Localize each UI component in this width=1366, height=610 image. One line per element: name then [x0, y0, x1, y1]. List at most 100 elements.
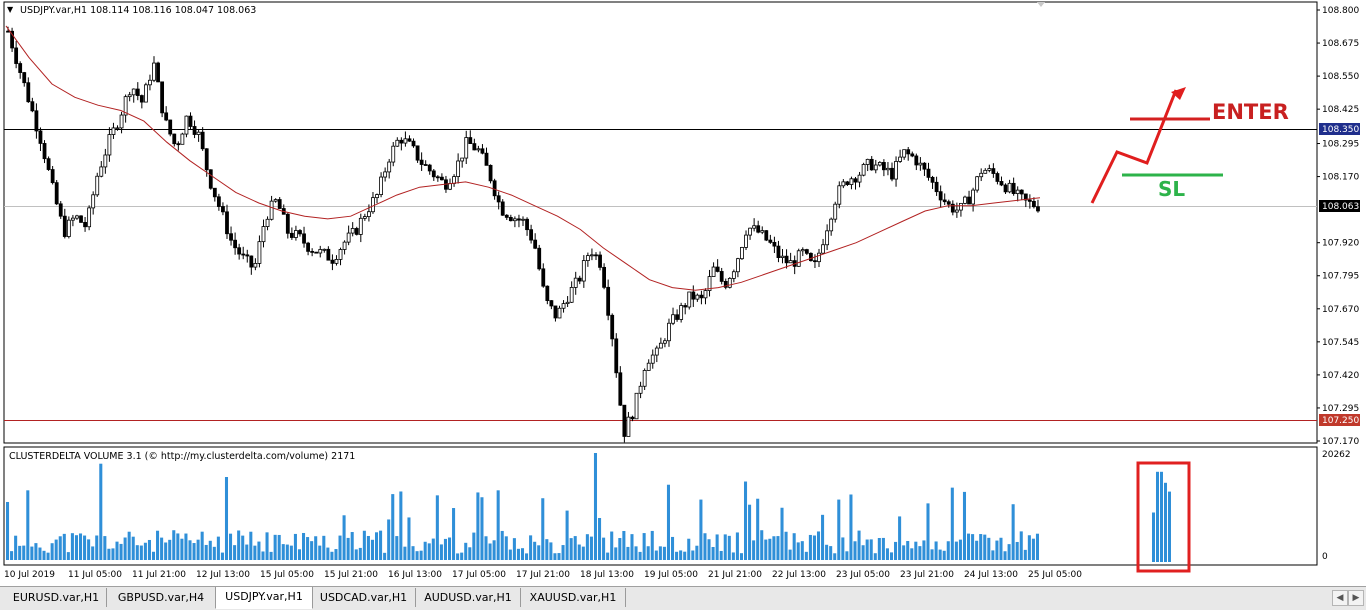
- volume-bar: [237, 530, 241, 560]
- volume-bar: [837, 499, 841, 560]
- volume-bar: [224, 477, 229, 560]
- candle-body: [800, 249, 805, 252]
- candle-body: [954, 209, 959, 213]
- candle-body: [650, 354, 655, 364]
- highlighted-volume-bar: [1152, 512, 1155, 562]
- volume-bar: [610, 531, 614, 560]
- candle-body: [703, 290, 708, 299]
- scroll-left-icon[interactable]: ◀: [1332, 590, 1348, 606]
- tab-xauusd[interactable]: XAUUSD.var,H1: [521, 588, 626, 607]
- volume-bar: [184, 533, 188, 560]
- tab-audusd[interactable]: AUDUSD.var,H1: [416, 588, 521, 607]
- volume-bar: [431, 538, 435, 560]
- candle-body: [918, 162, 923, 166]
- tab-usdjpy[interactable]: USDJPY.var,H1: [215, 587, 313, 609]
- volume-bar: [707, 539, 711, 560]
- candle-body: [752, 225, 757, 229]
- volume-bar: [302, 532, 306, 560]
- candle-body: [204, 148, 209, 171]
- candle-body: [354, 228, 359, 235]
- volume-bar: [383, 552, 387, 560]
- candle-body: [565, 301, 570, 305]
- volume-bar: [374, 532, 379, 560]
- volume-bar: [164, 542, 168, 560]
- candle-body: [569, 287, 574, 303]
- symbol-dropdown-icon[interactable]: ▼: [7, 5, 14, 14]
- price-tick-label: 107.670: [1322, 305, 1359, 315]
- volume-bar: [812, 535, 816, 560]
- candle-body: [257, 241, 262, 264]
- candle-body: [581, 260, 586, 282]
- volume-bar: [930, 549, 934, 560]
- volume-bar: [139, 545, 143, 560]
- volume-bar: [95, 535, 99, 560]
- time-tick-label: 24 Jul 13:00: [964, 570, 1018, 580]
- candle-body: [744, 234, 748, 248]
- volume-bar: [865, 539, 869, 560]
- candle-body: [42, 143, 47, 160]
- candle-body: [111, 127, 116, 135]
- candle-body: [946, 201, 951, 205]
- candle-body: [683, 305, 688, 308]
- volume-bar: [520, 548, 525, 560]
- volume-bar: [873, 553, 877, 560]
- tab-eurusd[interactable]: EURUSD.var,H1: [6, 588, 107, 607]
- volume-bar: [987, 537, 991, 560]
- candle-body: [1036, 206, 1040, 212]
- price-panel[interactable]: [3, 1, 1318, 444]
- volume-bar: [796, 542, 800, 560]
- volume-bar: [508, 549, 512, 560]
- shift-marker-icon[interactable]: [1037, 2, 1045, 7]
- volume-bar: [638, 551, 642, 560]
- volume-bar: [62, 533, 66, 560]
- volume-bar: [784, 531, 788, 560]
- candle-body: [679, 305, 684, 320]
- volume-bar: [18, 545, 22, 560]
- volume-bar: [658, 546, 662, 560]
- candle-body: [30, 101, 35, 112]
- chart-canvas[interactable]: ▼ USDJPY.var,H1 108.114 108.116 108.047 …: [0, 0, 1366, 586]
- volume-bar: [926, 503, 930, 560]
- candle-body: [881, 162, 886, 171]
- candle-body: [1003, 184, 1008, 193]
- candle-body: [387, 161, 392, 173]
- volume-panel[interactable]: [3, 446, 1318, 566]
- candle-body: [602, 266, 606, 288]
- sl-label: SL: [1158, 177, 1185, 201]
- arrow-head-icon: [1171, 87, 1186, 100]
- candle-body: [813, 260, 817, 263]
- scroll-right-icon[interactable]: ▶: [1348, 590, 1364, 606]
- volume-bar: [379, 530, 383, 560]
- tab-gbpusd[interactable]: GBPUSD.var,H4: [107, 588, 216, 607]
- forecast-arrow-line[interactable]: [1090, 89, 1178, 204]
- candle-body: [695, 294, 700, 300]
- volume-bar: [857, 530, 861, 560]
- volume-bar: [281, 544, 285, 560]
- candle-body: [237, 247, 242, 255]
- price-tick-label: 107.170: [1322, 437, 1359, 447]
- volume-bar: [910, 548, 914, 560]
- volume-bar: [391, 494, 395, 560]
- volume-bar: [553, 553, 557, 560]
- volume-highlight-box[interactable]: [1136, 461, 1191, 573]
- candle-body: [598, 254, 602, 268]
- volume-bar: [310, 541, 314, 560]
- candle-body: [1027, 199, 1032, 202]
- volume-bar: [54, 539, 58, 560]
- tab-usdcad[interactable]: USDCAD.var,H1: [312, 588, 416, 607]
- volume-bar: [922, 540, 926, 560]
- volume-bar: [703, 533, 707, 560]
- volume-bar: [456, 553, 460, 560]
- candle-body: [634, 392, 639, 420]
- candle-body: [415, 145, 420, 161]
- volume-bar: [1003, 551, 1007, 560]
- candle-body: [294, 230, 298, 238]
- candle-body: [691, 291, 696, 300]
- volume-bar: [529, 535, 533, 560]
- time-tick-label: 17 Jul 21:00: [516, 570, 570, 580]
- volume-bar: [245, 544, 249, 560]
- volume-bar: [334, 549, 338, 560]
- volume-bar: [768, 538, 772, 560]
- candle-body: [922, 162, 927, 170]
- volume-bar: [1027, 535, 1031, 560]
